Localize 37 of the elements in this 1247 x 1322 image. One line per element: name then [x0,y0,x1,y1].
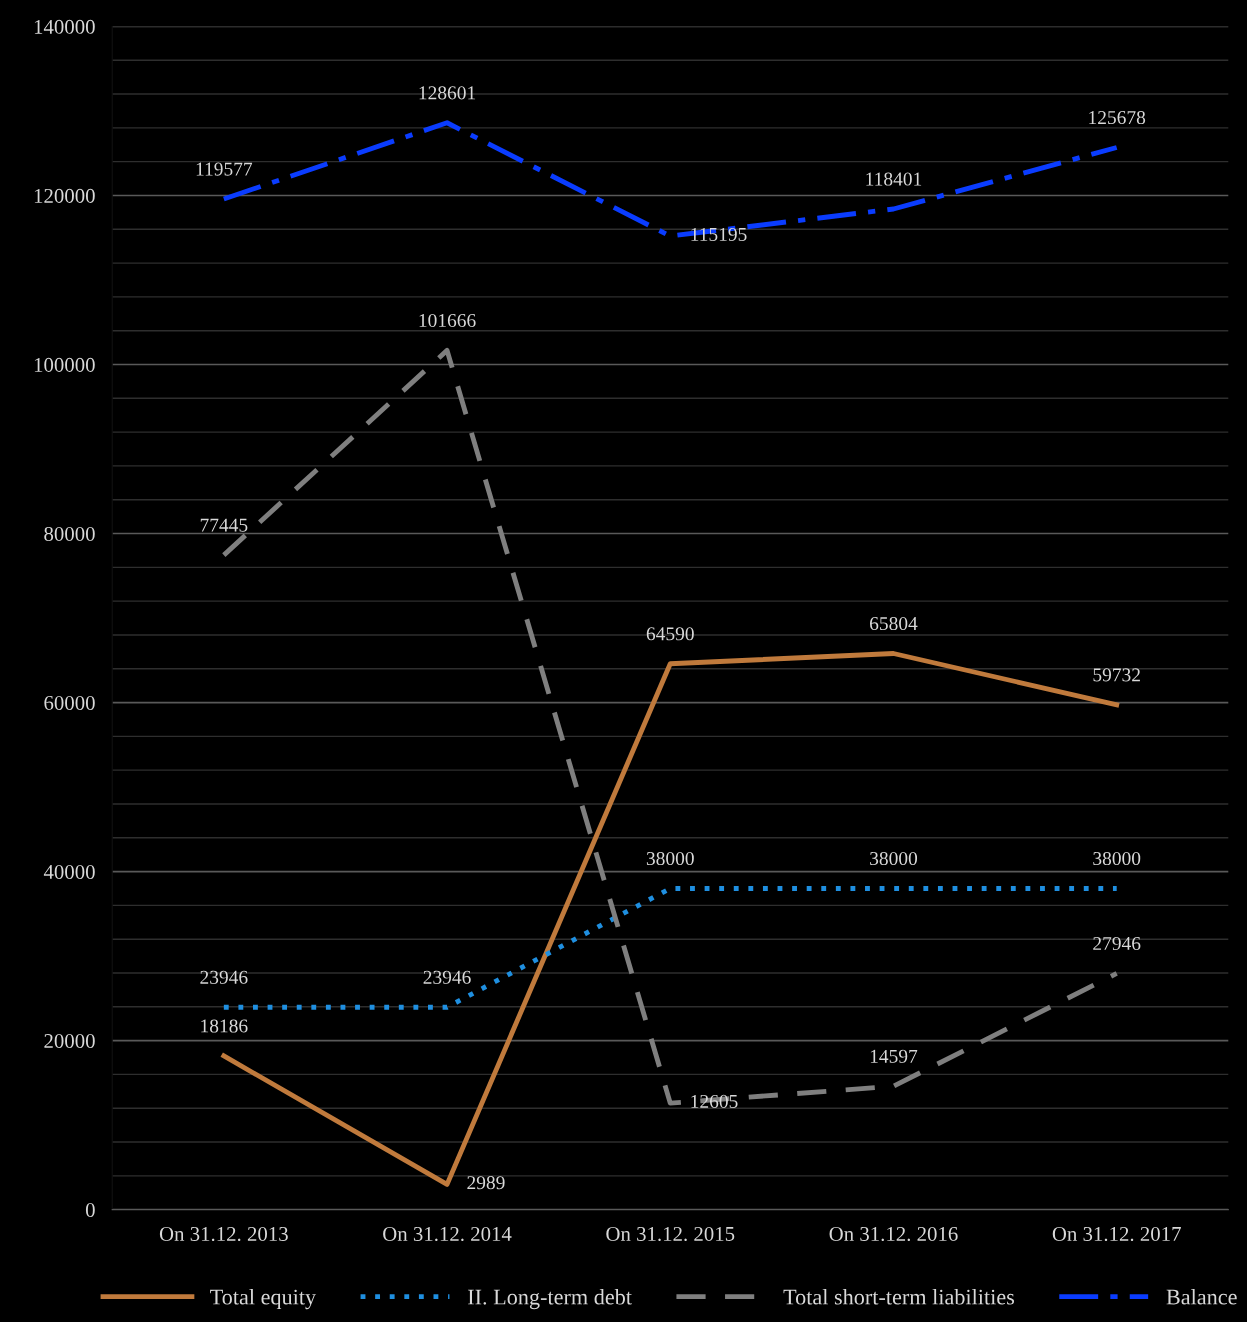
data-label: 14597 [870,1049,918,1063]
data-label: 59732 [1093,668,1140,682]
data-label: 118401 [866,172,922,186]
data-label: 125678 [1089,110,1146,125]
y-tick-label: 80000 [44,526,95,541]
data-label: 101666 [419,313,476,328]
legend-label: II. Long-term debt [468,1288,632,1310]
y-tick-label: 100000 [34,357,95,372]
data-label: 64590 [646,627,694,641]
y-tick-label: 40000 [43,864,95,880]
data-label: 27946 [1093,936,1141,951]
data-label: 119577 [196,162,253,176]
data-label: 38000 [870,851,918,866]
data-label: 18186 [201,1019,248,1033]
legend-label: Balance [1166,1288,1237,1305]
x-tick-label: On 31.12. 2017 [1052,1226,1181,1242]
y-tick-label: 0 [85,1203,95,1218]
data-label: 77445 [200,518,248,532]
x-tick-label: On 31.12. 2014 [383,1226,512,1242]
y-tick-label: 60000 [44,695,95,710]
data-label: 38000 [646,851,694,866]
y-tick-label: 20000 [44,1033,95,1049]
x-tick-label: On 31.12. 2016 [829,1226,958,1242]
data-label: 2989 [467,1176,505,1190]
y-tick-label: 140000 [34,19,95,34]
data-label: 65804 [870,616,918,631]
y-tick-label: 120000 [34,188,95,203]
data-label: 23946 [200,970,248,984]
x-tick-label: On 31.12. 2013 [159,1226,288,1242]
data-label: 38000 [1093,851,1141,866]
x-tick-label: On 31.12. 2015 [606,1226,735,1242]
data-label: 128601 [419,86,476,100]
legend-label: Total short-term liabilities [783,1288,1015,1305]
data-label: 12605 [691,1094,738,1108]
legend-label: Total equity [210,1288,317,1310]
data-label: 115195 [691,227,747,241]
data-label: 23946 [423,970,471,984]
